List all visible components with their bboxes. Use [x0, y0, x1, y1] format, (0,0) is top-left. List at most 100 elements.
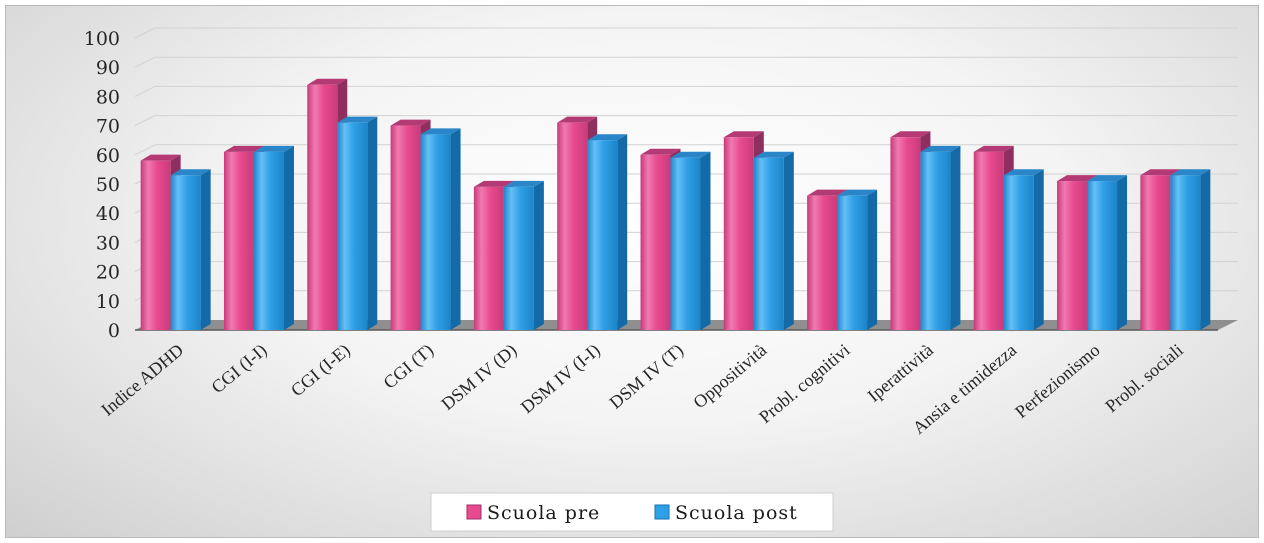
bar-side-face: [450, 128, 461, 330]
bar-front-face: [837, 195, 868, 330]
bar-scuola-post-oppositivita: [753, 151, 794, 330]
bar-front-face: [640, 154, 671, 330]
gridline-diagonal: [134, 115, 156, 127]
bar-scuola-post-cgi-i-e: [337, 116, 378, 331]
x-tick-label: DSM IV (T): [606, 340, 688, 414]
bar-front-face: [223, 151, 254, 330]
bar-top-face: [557, 116, 598, 123]
legend-swatch-scuola-pre: [466, 504, 482, 520]
bar-scuola-post-iperattivita: [920, 145, 961, 330]
bar-front-face: [1057, 181, 1088, 330]
bar-top-face: [140, 154, 181, 161]
bar-side-face: [533, 180, 544, 330]
bar-top-face: [837, 189, 878, 196]
bar-scuola-post-probl-sociali: [1170, 169, 1211, 330]
gridline-diagonal: [134, 27, 156, 39]
y-tick-label: 10: [96, 291, 120, 313]
bar-side-face: [1117, 175, 1128, 330]
bar-top-face: [640, 148, 681, 155]
bar-top-face: [170, 169, 211, 176]
y-axis: 0 10 20 30 40 50 60 70 80 90 100: [84, 28, 120, 342]
bar-scuola-pre-dsm-iv-t: [640, 148, 681, 330]
bar-scuola-post-probl-cognitivi: [837, 189, 878, 330]
bar-top-face: [307, 78, 348, 85]
x-tick-label: CGI (I-I): [208, 340, 272, 398]
bar-top-face: [253, 145, 294, 152]
bar-top-face: [587, 134, 628, 141]
bars: [140, 78, 1211, 331]
bar-scuola-post-dsm-iv-d: [503, 180, 544, 330]
legend-swatch-scuola-post: [654, 504, 670, 520]
bar-top-face: [473, 180, 514, 187]
bar-side-face: [783, 151, 794, 330]
bar-front-face: [1170, 175, 1201, 330]
bar-front-face: [420, 134, 451, 330]
bar-front-face: [890, 137, 921, 330]
gridline-diagonal: [134, 56, 156, 68]
chart-frame: [5, 5, 1259, 538]
bar-front-face: [337, 122, 368, 331]
x-tick-label: CGI (I-E): [287, 340, 354, 401]
bar-top-face: [1003, 169, 1044, 176]
x-tick-label: DSM IV (I-I): [517, 340, 605, 418]
bar-side-face: [367, 116, 378, 331]
bar-front-face: [473, 186, 504, 330]
bar-scuola-post-cgi-i-i: [253, 145, 294, 330]
y-tick-label: 80: [96, 86, 120, 108]
bar-front-face: [753, 157, 784, 330]
bar-side-face: [617, 134, 628, 330]
y-tick-label: 0: [108, 320, 120, 342]
bar-top-face: [973, 145, 1014, 152]
bar-top-face: [503, 180, 544, 187]
bar-top-face: [1140, 169, 1181, 176]
x-tick-label: DSM IV (D): [437, 340, 521, 415]
bar-front-face: [670, 157, 701, 330]
y-tick-label: 90: [96, 57, 120, 79]
bar-side-face: [1200, 169, 1211, 330]
y-tick-label: 70: [96, 116, 120, 138]
bar-side-face: [950, 145, 961, 330]
bar-front-face: [723, 137, 754, 330]
bar-side-face: [700, 151, 711, 330]
y-tick-label: 40: [96, 203, 120, 225]
bar-front-face: [920, 151, 951, 330]
bar-top-face: [420, 128, 461, 135]
bar-top-face: [920, 145, 961, 152]
y-tick-label: 30: [96, 232, 120, 254]
bar-front-face: [390, 125, 421, 330]
bar-scuola-post-perfezionismo: [1087, 175, 1128, 330]
gridline-diagonal: [134, 85, 156, 97]
bar-scuola-post-cgi-t: [420, 128, 461, 330]
x-tick-label: Indice ADHD: [97, 340, 187, 420]
bar-top-face: [223, 145, 264, 152]
y-tick-label: 50: [96, 174, 120, 196]
bar-front-face: [587, 140, 618, 330]
x-tick-label: Probl. cognitivi: [755, 340, 854, 427]
x-tick-label: Oppositività: [689, 340, 770, 413]
y-tick-label: 60: [96, 145, 120, 167]
bar-side-face: [1033, 169, 1044, 330]
bar-scuola-post-indice-adhd: [170, 169, 211, 330]
bar-front-face: [973, 151, 1004, 330]
legend-label-scuola-pre: Scuola pre: [487, 502, 600, 524]
x-tick-label: Perfezionismo: [1011, 340, 1104, 422]
legend: Scuola pre Scuola post: [430, 492, 834, 532]
x-tick-label: Probl. sociali: [1101, 340, 1187, 416]
bar-scuola-post-dsm-iv-t: [670, 151, 711, 330]
bar-front-face: [307, 84, 338, 330]
x-axis: Indice ADHD CGI (I-I) CGI (I-E) CGI (T) DSM …: [97, 340, 1187, 438]
bar-front-face: [1140, 175, 1171, 330]
bar-scuola-post-dsm-iv-i-i: [587, 134, 628, 330]
bar-top-face: [753, 151, 794, 158]
bar-front-face: [557, 122, 588, 331]
gridline-diagonal: [134, 144, 156, 156]
bar-side-face: [867, 189, 878, 330]
bar-top-face: [1170, 169, 1211, 176]
bar-side-face: [283, 145, 294, 330]
legend-label-scuola-post: Scuola post: [675, 502, 798, 524]
bar-front-face: [253, 151, 284, 330]
x-tick-label: CGI (T): [379, 340, 437, 394]
legend-box: [430, 492, 834, 532]
bar-top-face: [890, 131, 931, 138]
